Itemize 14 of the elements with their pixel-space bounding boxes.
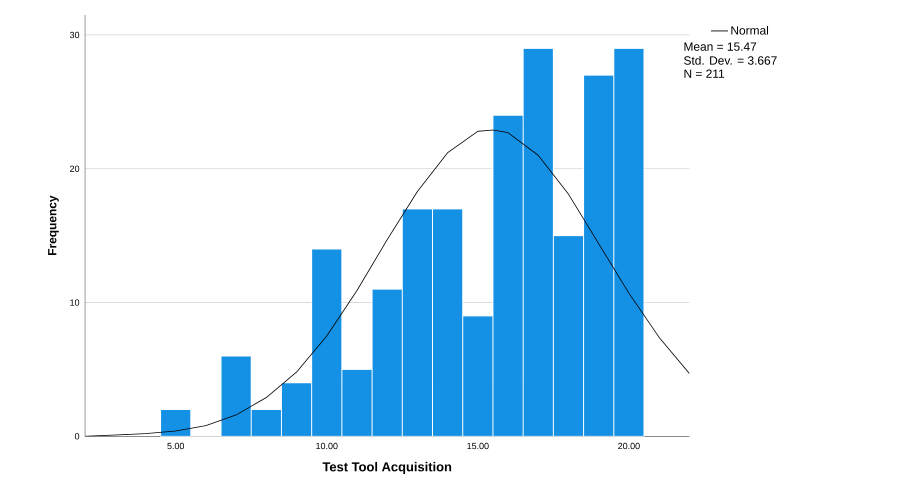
y-axis-title: Frequency (48, 196, 59, 256)
y-tick-label: 30 (70, 32, 80, 38)
x-tick-label: 10.00 (316, 442, 338, 450)
annotation: Mean = 15.47 (684, 42, 756, 51)
y-tick-label: 10 (70, 299, 80, 306)
annotation: Std. Dev. = 3.667 (684, 56, 777, 65)
annotation: N = 211 (684, 70, 724, 78)
legend-label: Normal (731, 26, 768, 35)
x-axis-title: Test Tool Acquisition (322, 462, 452, 474)
y-tick-label: 0 (74, 433, 80, 440)
x-tick-label: 15.00 (467, 442, 489, 450)
y-tick-label: 20 (70, 166, 80, 172)
x-tick-label: 5.00 (167, 442, 184, 450)
x-tick-label: 20.00 (618, 442, 640, 450)
